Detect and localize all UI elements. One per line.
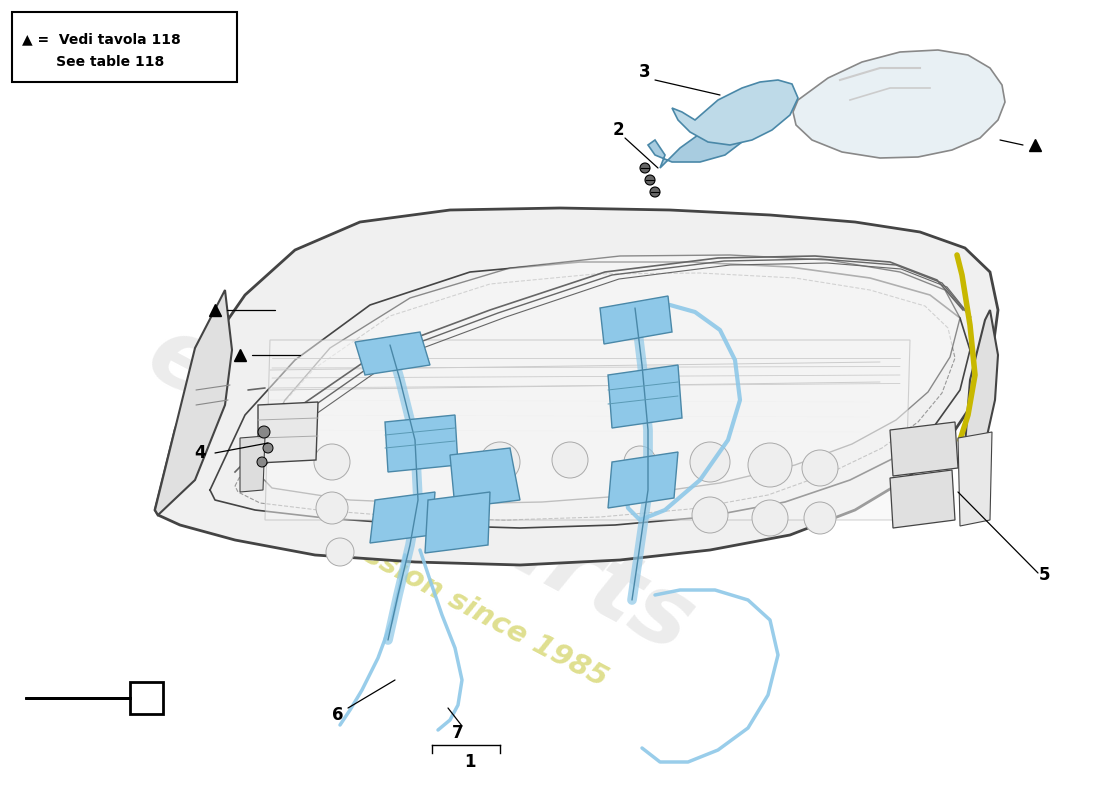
Polygon shape bbox=[265, 340, 910, 520]
Polygon shape bbox=[793, 50, 1005, 158]
Circle shape bbox=[748, 443, 792, 487]
Text: See table 118: See table 118 bbox=[22, 55, 164, 69]
Polygon shape bbox=[250, 255, 960, 504]
Polygon shape bbox=[258, 402, 318, 463]
Circle shape bbox=[316, 492, 348, 524]
Polygon shape bbox=[890, 422, 958, 476]
Polygon shape bbox=[450, 448, 520, 508]
Text: a passion since 1985: a passion since 1985 bbox=[297, 507, 613, 693]
Circle shape bbox=[802, 450, 838, 486]
Polygon shape bbox=[600, 296, 672, 344]
Polygon shape bbox=[155, 290, 232, 515]
Circle shape bbox=[480, 442, 520, 482]
Polygon shape bbox=[608, 452, 678, 508]
Circle shape bbox=[263, 443, 273, 453]
Circle shape bbox=[692, 497, 728, 533]
Text: 6: 6 bbox=[332, 706, 343, 724]
Text: ▲ =  Vedi tavola 118: ▲ = Vedi tavola 118 bbox=[22, 32, 180, 46]
Text: 3: 3 bbox=[639, 63, 651, 81]
Polygon shape bbox=[890, 470, 955, 528]
Polygon shape bbox=[240, 436, 265, 492]
Circle shape bbox=[258, 426, 270, 438]
Polygon shape bbox=[965, 310, 998, 480]
Circle shape bbox=[257, 457, 267, 467]
Circle shape bbox=[640, 163, 650, 173]
Polygon shape bbox=[370, 492, 434, 543]
Polygon shape bbox=[672, 80, 798, 145]
Polygon shape bbox=[425, 492, 490, 553]
Polygon shape bbox=[608, 365, 682, 428]
Text: eurooparts: eurooparts bbox=[131, 307, 708, 673]
Circle shape bbox=[552, 442, 589, 478]
Circle shape bbox=[752, 500, 788, 536]
Circle shape bbox=[326, 538, 354, 566]
Text: 7: 7 bbox=[452, 724, 464, 742]
Polygon shape bbox=[648, 112, 748, 168]
Polygon shape bbox=[155, 208, 998, 565]
Polygon shape bbox=[385, 415, 458, 472]
Text: 1: 1 bbox=[464, 753, 475, 771]
Circle shape bbox=[690, 442, 730, 482]
Circle shape bbox=[804, 502, 836, 534]
Circle shape bbox=[645, 175, 654, 185]
Polygon shape bbox=[355, 332, 430, 375]
FancyBboxPatch shape bbox=[12, 12, 236, 82]
Polygon shape bbox=[958, 432, 992, 526]
Text: 4: 4 bbox=[195, 444, 206, 462]
Circle shape bbox=[650, 187, 660, 197]
Polygon shape bbox=[25, 682, 163, 714]
Circle shape bbox=[624, 446, 656, 478]
Text: 2: 2 bbox=[613, 121, 624, 139]
Text: 5: 5 bbox=[1040, 566, 1050, 584]
Circle shape bbox=[314, 444, 350, 480]
